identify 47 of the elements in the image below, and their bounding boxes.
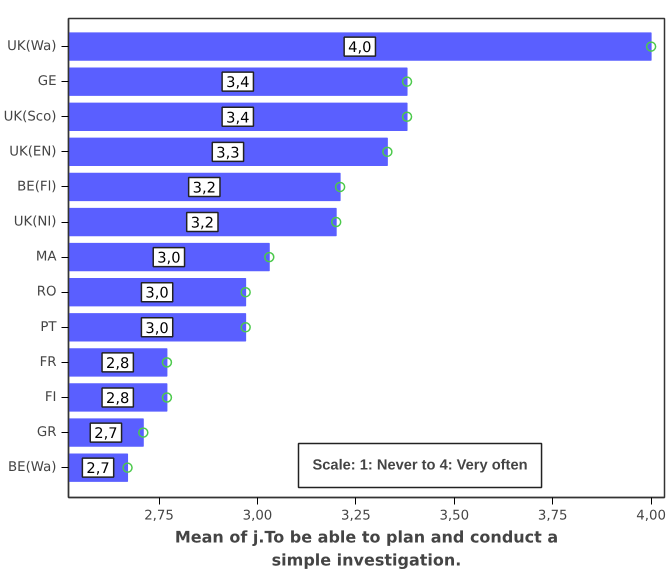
x-tick-label: 2,75	[144, 508, 174, 524]
data-label: 3,4	[226, 74, 250, 92]
y-tick-label: MA	[36, 250, 57, 265]
point	[240, 322, 251, 333]
y-tick-label: PT	[40, 320, 58, 335]
data-label: 3,0	[145, 284, 169, 302]
y-tick-label: BE(Wa)	[8, 460, 57, 476]
point	[122, 462, 133, 473]
data-label: 2,7	[94, 425, 118, 442]
y-tick-label: FR	[40, 354, 57, 370]
data-label: 3,2	[190, 214, 214, 232]
y-tick-label: RO	[36, 284, 57, 300]
data-label: 2,8	[106, 390, 130, 407]
y-tick-label: FI	[44, 390, 57, 405]
point	[334, 182, 346, 192]
point	[264, 252, 275, 262]
point	[402, 76, 412, 87]
data-label: 4,0	[348, 39, 372, 56]
data-label: 3,0	[157, 250, 181, 267]
data-label: 3,3	[216, 144, 240, 162]
point	[402, 112, 412, 122]
y-tick-label: GE	[38, 74, 56, 90]
y-tick-label: BE(Fl)	[17, 179, 57, 194]
y-tick-label: GR	[36, 425, 57, 440]
point	[162, 357, 172, 368]
x-axis-title: Mean of j.To be able to plan and conduct a simple investigation.	[174, 528, 558, 570]
y-tick-label: UK(Sco)	[4, 109, 57, 124]
y-tick-label: UK(Wa)	[7, 39, 56, 54]
data-label: 3,4	[226, 109, 250, 126]
x-tick-label: 3,25	[341, 508, 371, 524]
data-label: 2,7	[86, 460, 110, 478]
y-tick-label: UK(NI)	[14, 214, 56, 230]
annotation: Scale: 1: Never to 4: Very often	[312, 458, 528, 474]
point	[646, 41, 656, 52]
point	[240, 286, 251, 298]
point	[330, 216, 342, 228]
x-tick-label: 3,50	[439, 508, 470, 524]
data-label: 2,8	[106, 354, 130, 372]
x-tick-label: 3,00	[242, 508, 272, 524]
x-tick-label: 3,75	[538, 508, 568, 524]
y-tick-label: UK(EN)	[9, 144, 57, 160]
x-tick-label: 4,00	[636, 508, 666, 524]
point	[138, 427, 149, 438]
data-label: 3,2	[192, 179, 216, 196]
point	[162, 392, 172, 403]
point	[382, 146, 393, 158]
data-label: 3,0	[145, 320, 169, 337]
